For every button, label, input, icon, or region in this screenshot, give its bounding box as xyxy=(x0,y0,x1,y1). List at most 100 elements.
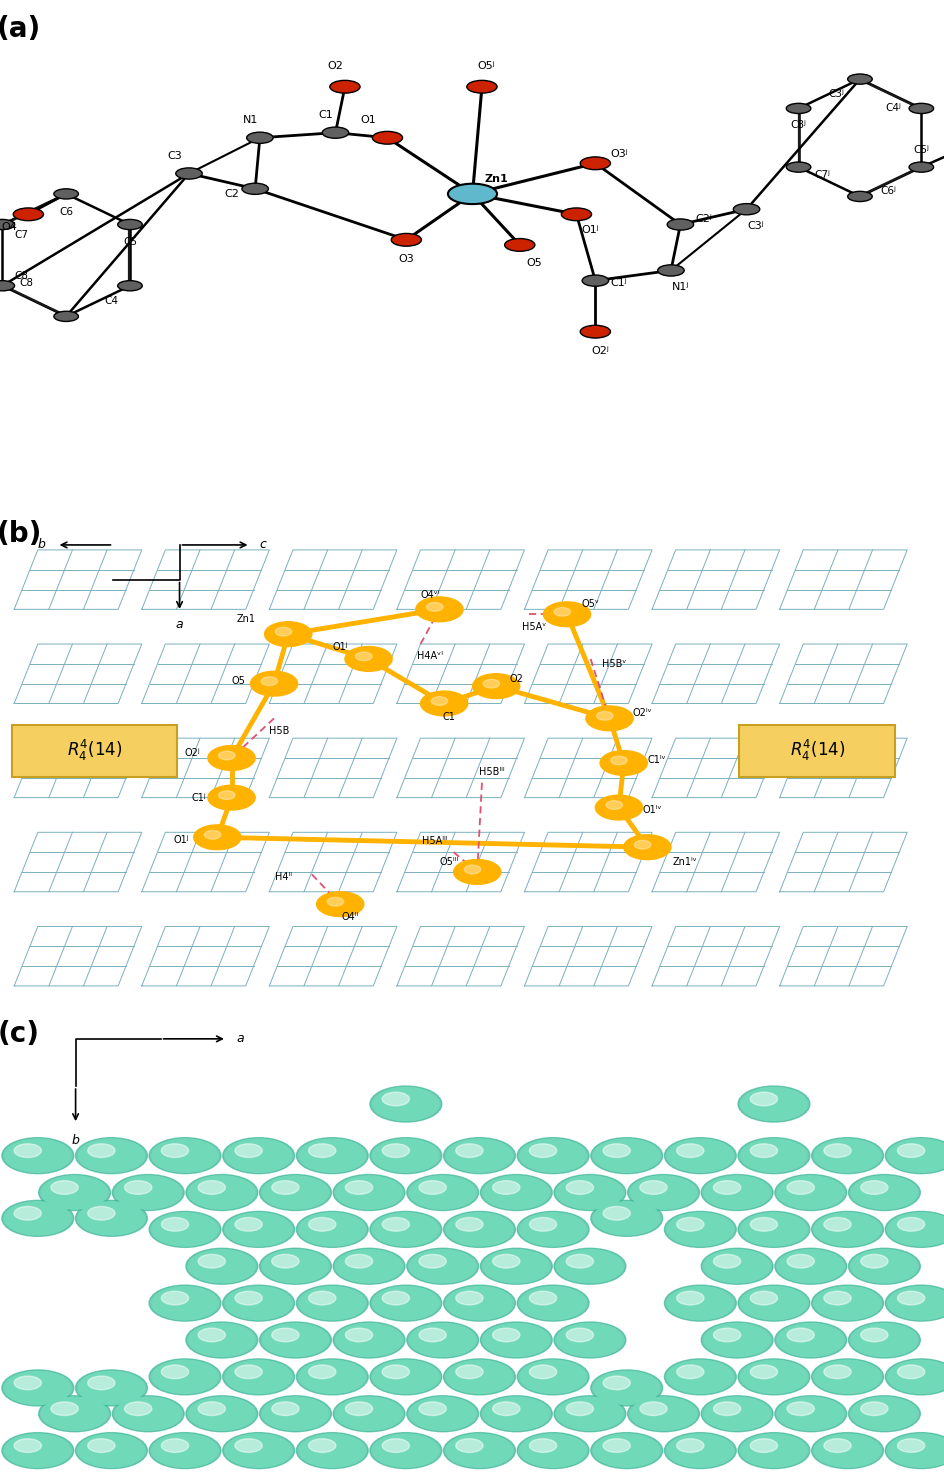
Circle shape xyxy=(115,1176,181,1208)
Circle shape xyxy=(516,1137,588,1174)
Circle shape xyxy=(39,1174,110,1210)
Circle shape xyxy=(851,1324,917,1356)
Circle shape xyxy=(149,1285,221,1321)
Circle shape xyxy=(296,1285,368,1321)
Circle shape xyxy=(112,1174,184,1210)
Circle shape xyxy=(455,1291,482,1304)
Circle shape xyxy=(851,1398,917,1430)
Circle shape xyxy=(78,1202,144,1235)
Circle shape xyxy=(409,1398,475,1430)
Circle shape xyxy=(309,1217,335,1231)
Circle shape xyxy=(774,1322,846,1358)
Text: C3ʲ: C3ʲ xyxy=(828,89,843,99)
Ellipse shape xyxy=(242,183,268,194)
Circle shape xyxy=(309,1365,335,1378)
Circle shape xyxy=(186,1248,258,1284)
Circle shape xyxy=(327,898,344,907)
Circle shape xyxy=(455,1365,482,1378)
Circle shape xyxy=(381,1143,409,1158)
Circle shape xyxy=(161,1143,189,1158)
Circle shape xyxy=(885,1211,944,1247)
Circle shape xyxy=(492,1328,519,1341)
Text: O1ʲ: O1ʲ xyxy=(332,642,347,652)
Circle shape xyxy=(593,1435,659,1467)
Circle shape xyxy=(381,1439,409,1452)
Circle shape xyxy=(373,1287,438,1319)
Circle shape xyxy=(897,1291,924,1304)
Circle shape xyxy=(737,1211,809,1247)
Circle shape xyxy=(223,1211,295,1247)
Circle shape xyxy=(633,840,650,849)
Circle shape xyxy=(740,1361,806,1393)
Circle shape xyxy=(811,1359,883,1395)
Circle shape xyxy=(2,1433,74,1469)
Circle shape xyxy=(740,1287,806,1319)
Circle shape xyxy=(333,1248,405,1284)
Circle shape xyxy=(149,1433,221,1469)
Circle shape xyxy=(14,1439,42,1452)
Text: C1ᴵᵛ: C1ᴵᵛ xyxy=(647,756,666,766)
Circle shape xyxy=(88,1439,115,1452)
Text: (c): (c) xyxy=(0,1021,40,1049)
Circle shape xyxy=(262,1176,329,1208)
Circle shape xyxy=(482,679,499,688)
Text: C4ʲ: C4ʲ xyxy=(885,104,900,114)
Circle shape xyxy=(713,1328,740,1341)
Circle shape xyxy=(260,1322,331,1358)
Circle shape xyxy=(262,1398,329,1430)
Ellipse shape xyxy=(785,163,810,172)
Circle shape xyxy=(226,1213,292,1245)
Circle shape xyxy=(223,1285,295,1321)
Circle shape xyxy=(464,865,480,874)
Text: C8ʲ: C8ʲ xyxy=(790,120,805,130)
Circle shape xyxy=(369,1285,441,1321)
Circle shape xyxy=(260,1396,331,1432)
Circle shape xyxy=(250,671,297,697)
Circle shape xyxy=(529,1291,556,1304)
Circle shape xyxy=(703,1176,769,1208)
Circle shape xyxy=(235,1365,261,1378)
Circle shape xyxy=(218,791,235,800)
Ellipse shape xyxy=(54,189,78,200)
Circle shape xyxy=(51,1402,78,1415)
Circle shape xyxy=(5,1371,71,1405)
Circle shape xyxy=(189,1398,255,1430)
Circle shape xyxy=(149,1211,221,1247)
Circle shape xyxy=(5,1202,71,1235)
Circle shape xyxy=(443,1433,514,1469)
Circle shape xyxy=(88,1143,115,1158)
Circle shape xyxy=(676,1365,703,1378)
Ellipse shape xyxy=(785,104,810,114)
Circle shape xyxy=(887,1213,944,1245)
Circle shape xyxy=(740,1087,806,1121)
Text: H4ᴵᴵ: H4ᴵᴵ xyxy=(275,873,292,881)
Circle shape xyxy=(296,1359,368,1395)
Circle shape xyxy=(2,1370,74,1407)
Circle shape xyxy=(529,1365,556,1378)
Circle shape xyxy=(823,1217,851,1231)
Circle shape xyxy=(885,1359,944,1395)
Text: N1: N1 xyxy=(243,115,258,124)
Circle shape xyxy=(602,1207,630,1220)
Circle shape xyxy=(446,1139,512,1173)
Circle shape xyxy=(585,705,632,731)
Text: C6ʲ: C6ʲ xyxy=(880,186,895,197)
Text: C7: C7 xyxy=(14,229,28,240)
Circle shape xyxy=(198,1180,226,1195)
Circle shape xyxy=(664,1211,735,1247)
Circle shape xyxy=(482,1398,548,1430)
Circle shape xyxy=(602,1439,630,1452)
Circle shape xyxy=(189,1324,255,1356)
Text: O1ʲ: O1ʲ xyxy=(174,834,189,845)
Circle shape xyxy=(369,1137,441,1174)
Circle shape xyxy=(556,1176,622,1208)
Text: Zn1: Zn1 xyxy=(236,614,255,624)
Ellipse shape xyxy=(847,74,871,84)
Circle shape xyxy=(590,1370,662,1407)
Circle shape xyxy=(336,1250,402,1282)
Ellipse shape xyxy=(666,219,693,231)
Circle shape xyxy=(811,1433,883,1469)
Text: H5Bᴵᴵᴵ: H5Bᴵᴵᴵ xyxy=(478,766,504,776)
Circle shape xyxy=(885,1285,944,1321)
Circle shape xyxy=(112,1396,184,1432)
